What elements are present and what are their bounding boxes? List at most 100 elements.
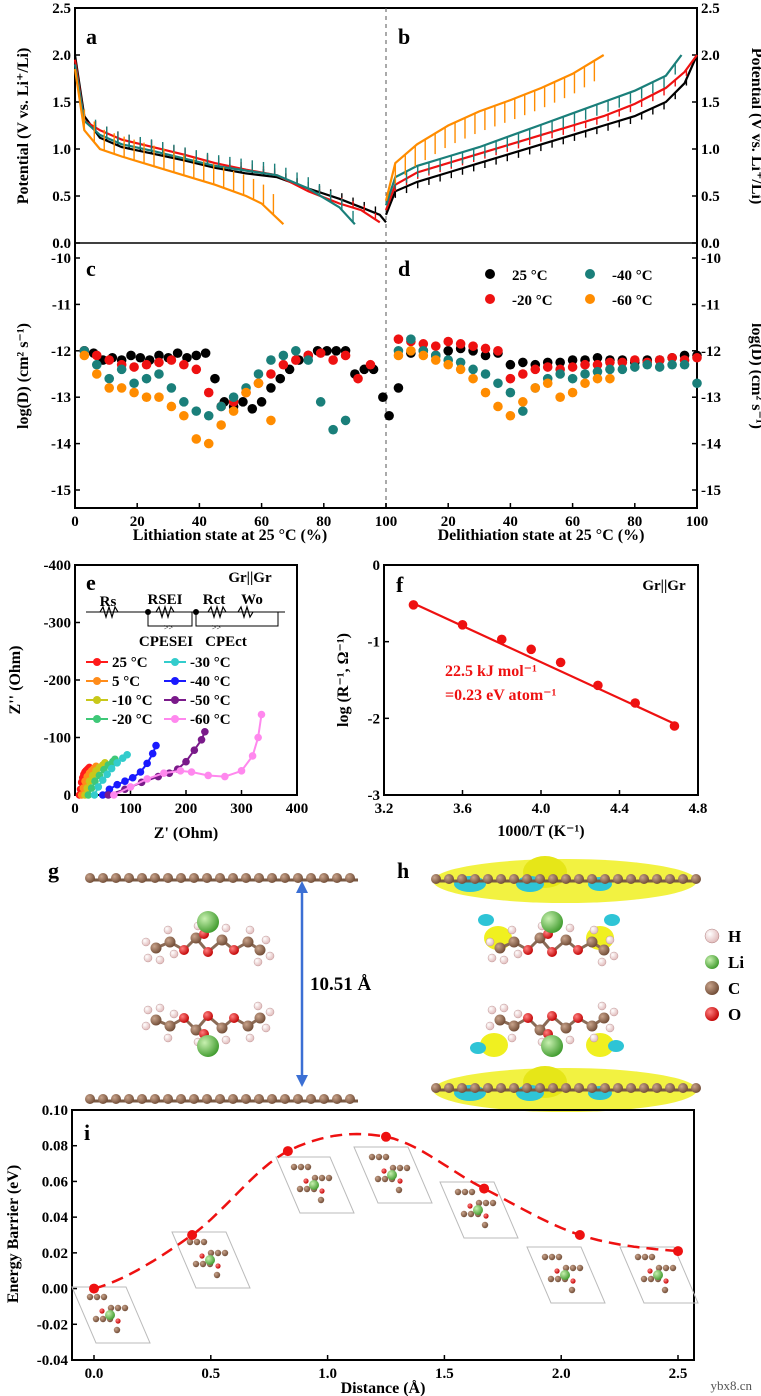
thumb-atom	[661, 1286, 669, 1294]
point-d-20c	[567, 362, 578, 372]
x-axis-i-tick-label: 1.0	[318, 1366, 337, 1382]
point-d-60c	[567, 387, 578, 398]
point-d-60c	[406, 346, 416, 356]
legend-label-25c: 25 °C	[112, 655, 148, 671]
point-d-20c	[518, 369, 528, 379]
point-c-25c	[135, 352, 146, 363]
point-d-40c	[555, 369, 565, 379]
carbon-atom	[691, 874, 701, 884]
point-f	[526, 644, 536, 655]
axes-e: 0 -100 -200 -300 -400 0 100 200 300 400	[44, 558, 309, 817]
carbon-atom	[280, 873, 290, 883]
thumb-li	[309, 1180, 319, 1190]
graphene-sheet-bottom	[85, 1094, 358, 1104]
thumb-o	[215, 1263, 221, 1269]
thumb-o	[319, 1188, 325, 1194]
y-axis-d-tick-label: -11	[701, 297, 720, 313]
carbon-atom	[124, 1094, 134, 1104]
point-c-40c	[303, 355, 314, 365]
thumb-atom	[107, 1304, 115, 1312]
carbon-atom	[548, 1083, 558, 1093]
point-e-20c	[84, 791, 93, 799]
point-d-40c	[406, 334, 416, 345]
point-d-20c	[418, 339, 429, 349]
thumb-atom	[547, 1275, 555, 1283]
point-e-60c	[221, 772, 229, 781]
legend-c-marker	[705, 981, 719, 995]
panel-label-e: e	[86, 570, 96, 595]
thumb-atom	[207, 1249, 215, 1257]
point-e-30c	[123, 750, 131, 759]
carbon-atom	[534, 932, 546, 944]
ylabel-a: Potential (V vs. Li⁺/Li)	[15, 48, 32, 205]
ylabel-d: log(D) (cm² s⁻¹)	[748, 323, 761, 429]
point-c-40c	[166, 383, 177, 393]
thumb-atom	[647, 1275, 655, 1283]
point-e-60c	[237, 767, 246, 775]
hydrogen-atom	[589, 1033, 599, 1043]
thumb-atom	[113, 1326, 121, 1334]
thumb-atom	[199, 1260, 207, 1268]
carbon-atom	[189, 1094, 199, 1104]
y-axis-b: 0.0 0.5 1.0 1.5 2.0 2.5	[692, 1, 720, 252]
y-axis-i-tick-label: -0.04	[37, 1353, 69, 1369]
point-d-40c	[455, 357, 466, 368]
point-d-60c	[505, 410, 516, 421]
hydrogen-atom	[605, 935, 615, 945]
point-c-25c	[238, 397, 248, 407]
y-axis-i-tick-label: 0.00	[42, 1282, 68, 1298]
oxygen-atom	[573, 1013, 583, 1023]
point-e-30c	[113, 759, 121, 767]
y-axis-i-tick-label: 0.04	[42, 1210, 69, 1226]
thumb-atom	[460, 1210, 468, 1218]
thumb-atom	[99, 1315, 107, 1323]
x-axis-f-tick-label: 3.2	[375, 801, 394, 817]
xlabel-c: Lithiation state at 25 °C (%)	[133, 527, 327, 544]
y-axis-e-tick-label: -400	[44, 558, 72, 574]
point-i	[89, 1283, 99, 1294]
carbon-atom	[548, 874, 558, 884]
thumb-o	[199, 1253, 205, 1259]
thumb-atom	[325, 1174, 333, 1182]
point-c-40c	[141, 373, 152, 384]
point-c-20c	[91, 350, 102, 361]
hydrogen-atom	[163, 1033, 173, 1043]
point-i	[187, 1230, 198, 1240]
point-c-40c	[340, 415, 351, 426]
thumb-atom	[662, 1264, 670, 1272]
carbon-atom	[215, 873, 225, 883]
x-axis-d-tick-label: 80	[627, 514, 642, 530]
point-d-60c	[493, 401, 503, 412]
x-axis-d-tick-label: 20	[441, 514, 456, 530]
point-d-60c	[542, 378, 553, 389]
point-c-20c	[166, 355, 177, 365]
plot-f	[408, 600, 680, 731]
point-d-40c	[667, 359, 677, 370]
carbon-atom	[561, 874, 571, 884]
carbon-atom	[176, 873, 186, 883]
point-e-60c	[110, 791, 118, 799]
hydrogen-atom	[169, 1009, 179, 1019]
hydrogen-atom	[597, 957, 607, 967]
point-f	[593, 680, 603, 691]
carbon-atom	[137, 873, 147, 883]
x-axis-c-tick-label: 60	[254, 514, 269, 530]
point-e-40c	[121, 777, 129, 785]
point-d-40c	[505, 387, 516, 398]
panel-label-i: i	[84, 1120, 90, 1145]
point-c-25c	[275, 373, 286, 384]
carbon-atom	[280, 1094, 290, 1104]
legend-marker-60c	[585, 294, 595, 304]
point-i	[381, 1131, 391, 1142]
carbon-atom	[332, 873, 342, 883]
point-e-60c	[257, 710, 266, 719]
oxygen-atom	[573, 945, 583, 955]
cell-outline	[275, 1156, 355, 1214]
point-d-40c	[617, 364, 628, 375]
carbon-atom	[267, 1094, 277, 1104]
hydrogen-atom	[155, 955, 165, 965]
point-d-25c	[592, 352, 603, 363]
y-axis-a-tick-label: 1.5	[52, 95, 71, 111]
carbon-atom	[228, 1094, 238, 1104]
point-e-10c	[85, 777, 94, 785]
